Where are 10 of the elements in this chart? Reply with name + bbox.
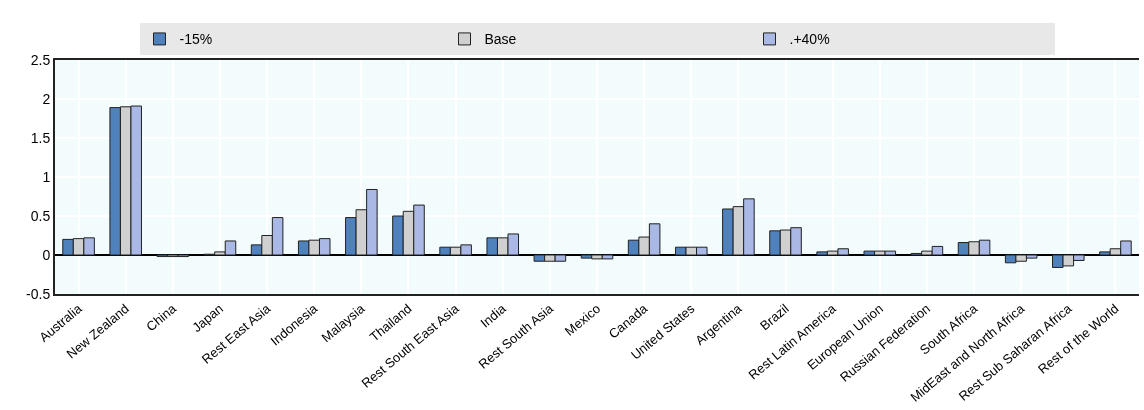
- legend-label: .+40%: [789, 31, 830, 48]
- y-tick-label: 2: [42, 90, 51, 107]
- y-tick-label: 0.5: [30, 207, 51, 224]
- y-tick-label: 1.5: [30, 129, 51, 146]
- legend-label: Base: [484, 31, 517, 48]
- y-tick-label: -0.5: [26, 285, 51, 302]
- y-tick-label: 0: [42, 246, 51, 263]
- y-tick-label: 1: [42, 168, 51, 185]
- y-tick-label: 2.5: [30, 51, 51, 68]
- legend-label: -15%: [179, 31, 213, 48]
